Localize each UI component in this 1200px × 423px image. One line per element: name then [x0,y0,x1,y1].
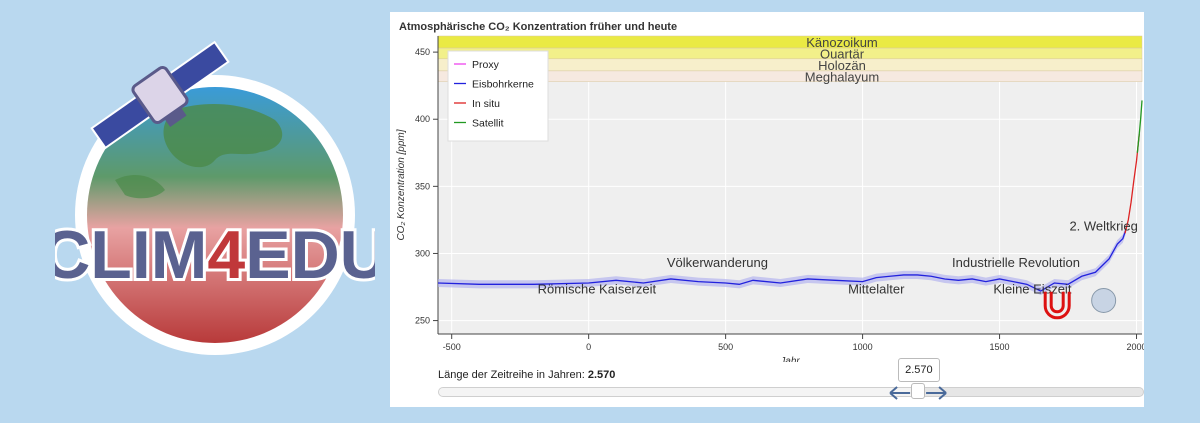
arrow-right-icon [926,386,947,400]
legend-item: Proxy [472,59,500,71]
clim4edu-logo: CLIM4EDU [38,40,392,370]
annotation-label: Industrielle Revolution [952,255,1080,270]
uncertainty-band [438,226,1126,296]
legend-item: Eisbohrkerne [472,79,534,91]
series-line [1124,133,1140,234]
y-tick-label: 400 [415,114,430,124]
svg-text:CLIM4EDU: CLIM4EDU [55,217,375,293]
logo-text-edu: EDU [245,217,375,293]
chart-title: Atmosphärische CO₂ Konzentration früher … [399,21,678,33]
arrow-left-icon [889,386,911,400]
y-tick-label: 250 [415,316,430,326]
slider-arrows-icon [889,386,947,400]
logo-text-clim: CLIM [55,217,207,293]
x-tick-label: 0 [586,342,591,352]
series-line [437,230,1127,292]
annotation-label: 2. Weltkrieg [1069,219,1137,234]
annotation-label: Kleine Eiszeit [993,282,1071,297]
university-logo-icon [1043,291,1071,320]
x-tick-label: 1500 [990,342,1010,352]
x-tick-label: 500 [718,342,733,352]
annotation-label: Mittelalter [848,282,905,297]
x-tick-label: -500 [443,342,461,352]
annotation-label: Völkerwanderung [667,255,768,270]
slider-tooltip: 2.570 [898,358,940,382]
slider-label: Länge der Zeitreihe in Jahren: 2.570 [438,369,615,381]
chart-panel: Känozoikum Quartär Holozän Meghalayum -500 0 5… [390,12,1144,407]
x-tick-label: 1000 [853,342,873,352]
slider-label-text: Länge der Zeitreihe in Jahren: [438,369,585,381]
y-tick-label: 350 [415,181,430,191]
slider-thumb[interactable] [911,383,926,399]
annotation-label: Römische Kaiserzeit [538,282,657,297]
institute-logo-icon [1091,287,1117,313]
slider-fill [439,388,918,396]
era-label: Quartär [820,46,865,61]
slider-value: 2.570 [587,369,616,381]
y-tick-label: 300 [415,248,430,258]
era-band [437,35,1143,49]
era-label: Holozän [818,58,866,73]
logo-text-4: 4 [207,217,245,293]
x-axis-label: Jahr [779,356,800,362]
legend-item: Satellit [472,118,504,130]
y-axis-label: CO₂ Konzentration [ppm] [396,129,407,240]
legend-item: In situ [472,98,500,110]
timeseries-length-slider[interactable] [438,387,1144,397]
legend-box [447,50,549,142]
era-label: Meghalayum [805,69,879,84]
y-tick-label: 450 [415,47,430,57]
series-line [1136,100,1143,153]
era-label: Känozoikum [806,35,878,50]
x-tick-label: 2000 [1127,342,1144,352]
